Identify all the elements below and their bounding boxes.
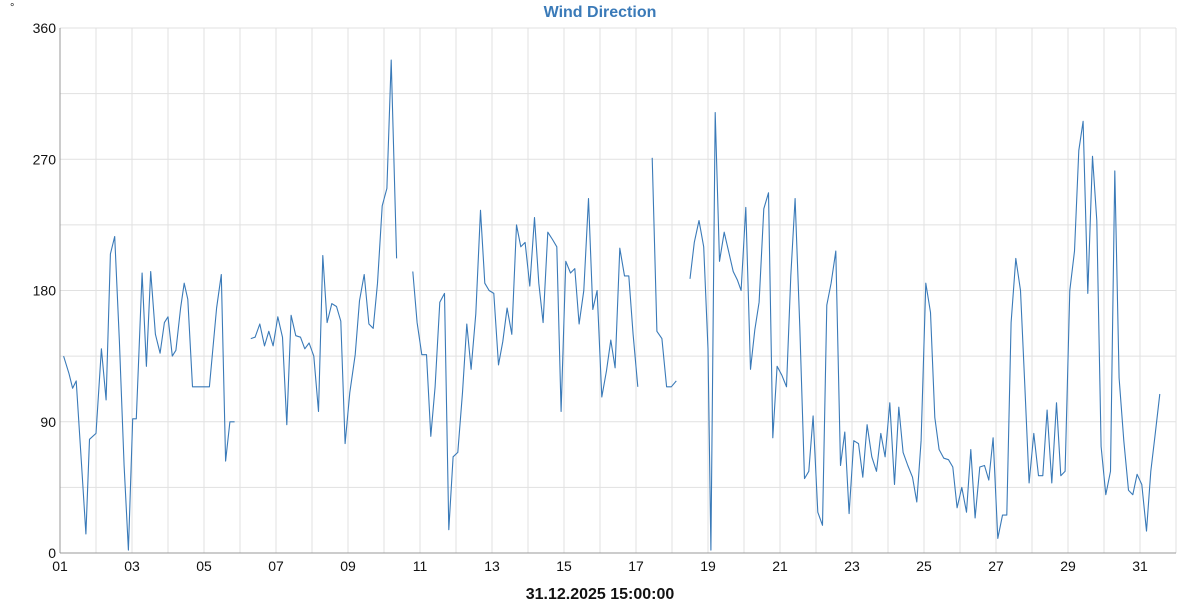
x-tick-label: 23 [844,558,860,574]
x-axis-ticks: 01 03 05 07 09 11 13 15 17 19 21 23 25 27 29 31 [52,558,1148,574]
grid [59,27,1177,554]
y-unit-label: ° [10,2,14,14]
x-tick-label: 01 [52,558,68,574]
series-layer [63,59,1161,551]
y-tick-label: 0 [48,545,56,561]
x-tick-label: 17 [628,558,644,574]
x-tick-label: 21 [772,558,788,574]
x-tick-label: 11 [413,558,428,574]
x-tick-label: 07 [268,558,284,574]
x-tick-label: 09 [340,558,356,574]
x-tick-label: 19 [700,558,716,574]
series-line [63,235,235,551]
y-tick-label: 360 [33,20,57,36]
x-tick-label: 15 [556,558,572,574]
series-line [651,157,677,388]
x-tick-label: 31 [1132,558,1148,574]
series-line [412,198,639,531]
series-line [689,112,1161,551]
y-tick-label: 90 [40,414,56,430]
x-tick-label: 05 [196,558,212,574]
y-tick-label: 180 [33,283,57,299]
x-tick-label: 13 [484,558,500,574]
x-tick-label: 25 [916,558,932,574]
chart-title: Wind Direction [544,4,657,21]
x-tick-label: 29 [1060,558,1076,574]
series-line [250,59,398,445]
y-tick-label: 270 [33,151,57,167]
x-axis-label: 31.12.2025 15:00:00 [526,586,675,600]
y-axis-ticks: 0 90 180 270 360 [33,20,57,561]
x-tick-label: 03 [124,558,140,574]
x-tick-label: 27 [988,558,1004,574]
